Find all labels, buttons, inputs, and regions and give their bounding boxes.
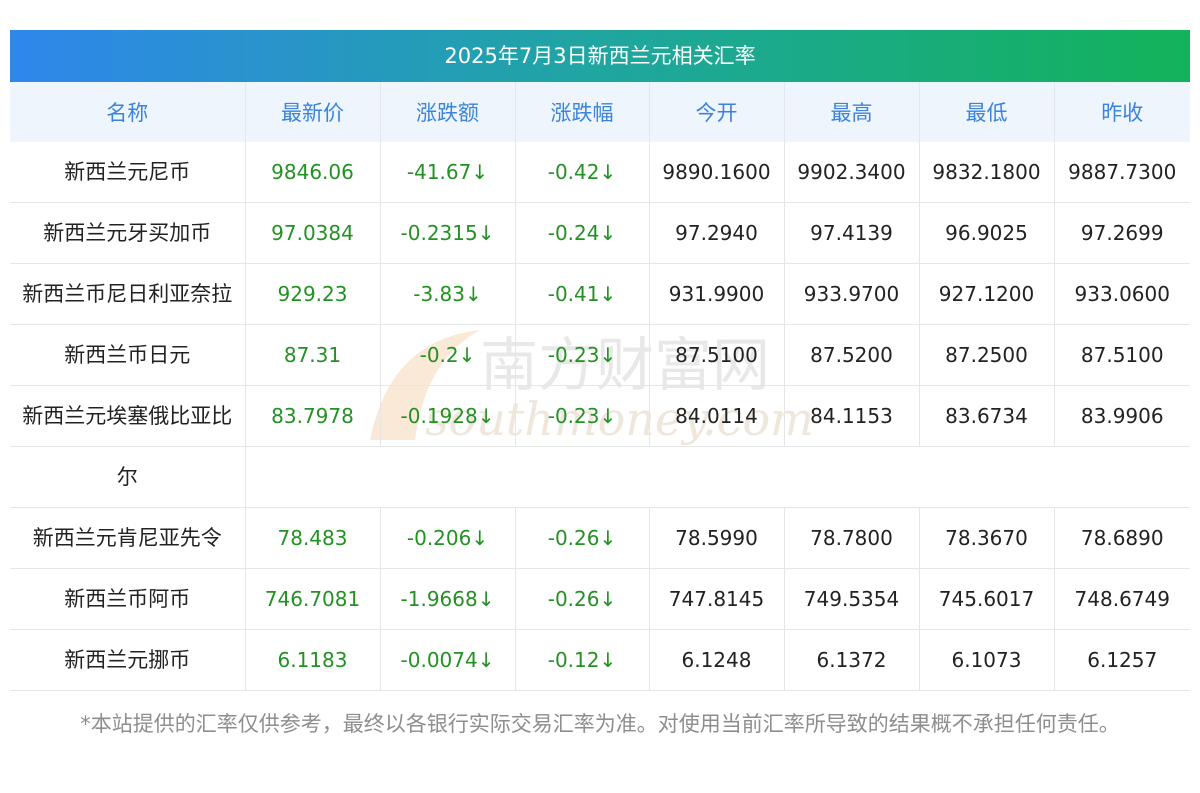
change-percent: -0.12↓ [515,629,650,691]
open-price: 78.5990 [649,507,785,569]
high-price: 9902.3400 [784,142,920,203]
table-row: 新西兰元尼币 9846.06 -41.67↓ -0.42↓ 9890.1600 … [10,142,1190,203]
open-price: 84.0114 [649,385,785,447]
table-row: 新西兰元挪币 6.1183 -0.0074↓ -0.12↓ 6.1248 6.1… [10,629,1190,691]
open-price: 97.2940 [649,202,785,264]
change-percent: -0.24↓ [515,202,650,264]
high-price: 749.5354 [784,568,920,630]
currency-name: 新西兰元挪币 [10,629,246,691]
rates-table: 名称 最新价 涨跌额 涨跌幅 今开 最高 最低 昨收 新西兰元尼币 9846.0… [10,82,1190,691]
header-latest: 最新价 [245,82,381,142]
empty-cell [245,446,1190,508]
prev-close: 87.5100 [1054,324,1190,386]
prev-close: 97.2699 [1054,202,1190,264]
high-price: 78.7800 [784,507,920,569]
currency-name: 新西兰币阿币 [10,568,246,630]
header-pct: 涨跌幅 [515,82,650,142]
low-price: 78.3670 [919,507,1055,569]
change-percent: -0.23↓ [515,324,650,386]
table-row: 新西兰币阿币 746.7081 -1.9668↓ -0.26↓ 747.8145… [10,568,1190,630]
disclaimer-note: *本站提供的汇率仅供参考，最终以各银行实际交易汇率为准。对使用当前汇率所导致的结… [80,712,1120,736]
table-row: 新西兰币日元 87.31 -0.2↓ -0.23↓ 87.5100 87.520… [10,324,1190,386]
table-row: 新西兰元肯尼亚先令 78.483 -0.206↓ -0.26↓ 78.5990 … [10,507,1190,569]
currency-name: 新西兰元牙买加币 [10,202,246,264]
table-row: 新西兰币尼日利亚奈拉 929.23 -3.83↓ -0.41↓ 931.9900… [10,263,1190,325]
high-price: 84.1153 [784,385,920,447]
prev-close: 748.6749 [1054,568,1190,630]
prev-close: 78.6890 [1054,507,1190,569]
change-amount: -0.206↓ [380,507,516,569]
low-price: 96.9025 [919,202,1055,264]
header-low: 最低 [919,82,1055,142]
currency-name: 新西兰元肯尼亚先令 [10,507,246,569]
currency-name: 新西兰币尼日利亚奈拉 [10,263,246,325]
open-price: 87.5100 [649,324,785,386]
change-amount: -0.0074↓ [380,629,516,691]
latest-price: 6.1183 [245,629,381,691]
prev-close: 933.0600 [1054,263,1190,325]
prev-close: 9887.7300 [1054,142,1190,203]
high-price: 933.9700 [784,263,920,325]
change-percent: -0.23↓ [515,385,650,447]
change-percent: -0.41↓ [515,263,650,325]
open-price: 6.1248 [649,629,785,691]
change-percent: -0.42↓ [515,142,650,203]
change-amount: -0.2↓ [380,324,516,386]
change-amount: -0.1928↓ [380,385,516,447]
low-price: 745.6017 [919,568,1055,630]
currency-name: 新西兰币日元 [10,324,246,386]
prev-close: 6.1257 [1054,629,1190,691]
prev-close: 83.9906 [1054,385,1190,447]
table-row: 新西兰元埃塞俄比亚比 83.7978 -0.1928↓ -0.23↓ 84.01… [10,385,1190,447]
change-amount: -41.67↓ [380,142,516,203]
open-price: 747.8145 [649,568,785,630]
low-price: 6.1073 [919,629,1055,691]
latest-price: 929.23 [245,263,381,325]
low-price: 9832.1800 [919,142,1055,203]
latest-price: 83.7978 [245,385,381,447]
open-price: 9890.1600 [649,142,785,203]
latest-price: 97.0384 [245,202,381,264]
latest-price: 9846.06 [245,142,381,203]
table-title: 2025年7月3日新西兰元相关汇率 [10,30,1190,82]
low-price: 927.1200 [919,263,1055,325]
change-percent: -0.26↓ [515,568,650,630]
low-price: 87.2500 [919,324,1055,386]
change-amount: -0.2315↓ [380,202,516,264]
currency-name: 新西兰元尼币 [10,142,246,203]
currency-name-line2: 尔 [10,446,246,508]
open-price: 931.9900 [649,263,785,325]
currency-name-line1: 新西兰元埃塞俄比亚比 [10,385,246,447]
table-row: 新西兰元牙买加币 97.0384 -0.2315↓ -0.24↓ 97.2940… [10,202,1190,264]
latest-price: 746.7081 [245,568,381,630]
low-price: 83.6734 [919,385,1055,447]
header-high: 最高 [784,82,920,142]
table-row-continuation: 尔 [10,446,1190,508]
high-price: 87.5200 [784,324,920,386]
header-change: 涨跌额 [380,82,516,142]
change-amount: -3.83↓ [380,263,516,325]
change-amount: -1.9668↓ [380,568,516,630]
rates-panel: 2025年7月3日新西兰元相关汇率 名称 最新价 涨跌额 涨跌幅 今开 最高 最… [10,30,1190,691]
latest-price: 78.483 [245,507,381,569]
change-percent: -0.26↓ [515,507,650,569]
header-name: 名称 [10,82,246,142]
header-row: 名称 最新价 涨跌额 涨跌幅 今开 最高 最低 昨收 [10,82,1190,142]
header-open: 今开 [649,82,785,142]
header-prev: 昨收 [1054,82,1190,142]
high-price: 97.4139 [784,202,920,264]
high-price: 6.1372 [784,629,920,691]
latest-price: 87.31 [245,324,381,386]
